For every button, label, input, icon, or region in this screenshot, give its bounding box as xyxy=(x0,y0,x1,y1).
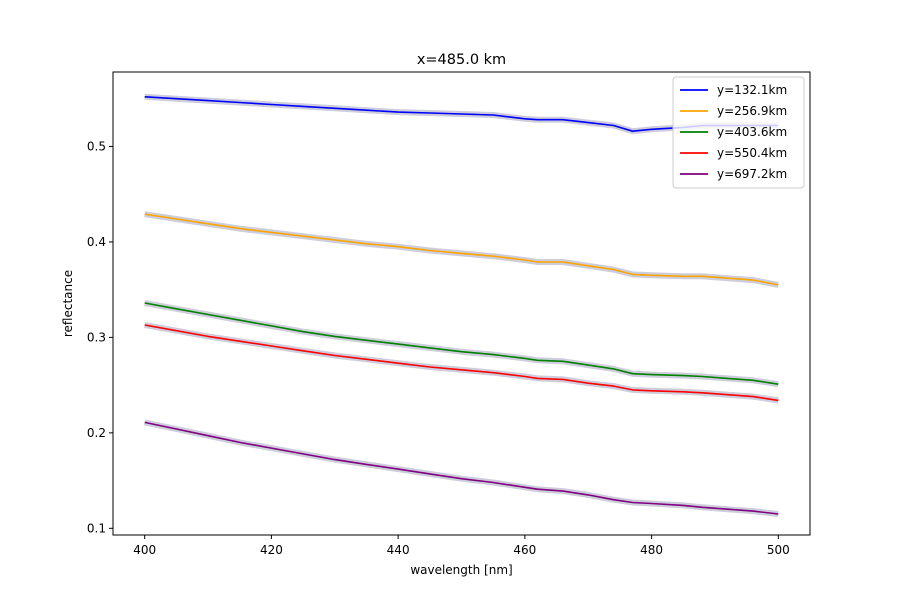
legend-label: y=256.9km xyxy=(717,104,787,118)
series-band-5 xyxy=(144,419,779,517)
series-lines xyxy=(144,96,779,515)
x-tick-label: 500 xyxy=(767,543,790,557)
y-axis-label: reflectance xyxy=(61,270,75,337)
legend-label: y=697.2km xyxy=(717,167,787,181)
legend: y=132.1km y=256.9km y=403.6km y=550.4km y=69… xyxy=(672,76,805,189)
plot-frame xyxy=(112,71,811,536)
chart-title: x=485.0 km xyxy=(417,52,506,68)
x-tick-label: 440 xyxy=(387,543,410,557)
legend-label: y=132.1km xyxy=(717,83,787,97)
y-tick-label: 0.2 xyxy=(87,426,106,440)
series-line-4 xyxy=(144,324,779,402)
series-band-2 xyxy=(144,211,779,288)
y-tick-label: 0.3 xyxy=(87,330,106,344)
x-tick-label: 400 xyxy=(133,543,156,557)
x-tick-label: 480 xyxy=(640,543,663,557)
x-axis-label: wavelength [nm] xyxy=(410,563,512,577)
x-tick-label: 460 xyxy=(513,543,536,557)
y-tick-label: 0.5 xyxy=(87,139,106,153)
y-tick-label: 0.1 xyxy=(87,521,106,535)
y-axis-ticks: 0.1 0.2 0.3 0.4 0.5 xyxy=(87,139,113,535)
legend-label: y=550.4km xyxy=(717,146,787,160)
series-line-3 xyxy=(144,302,779,385)
legend-box xyxy=(672,76,805,189)
x-axis-ticks: 400 420 440 460 480 500 xyxy=(133,535,790,557)
series-band-4 xyxy=(144,322,779,404)
series-line-5 xyxy=(144,421,779,515)
series-line-2 xyxy=(144,213,779,286)
y-tick-label: 0.4 xyxy=(87,235,106,249)
x-tick-label: 420 xyxy=(260,543,283,557)
legend-label: y=403.6km xyxy=(717,125,787,139)
